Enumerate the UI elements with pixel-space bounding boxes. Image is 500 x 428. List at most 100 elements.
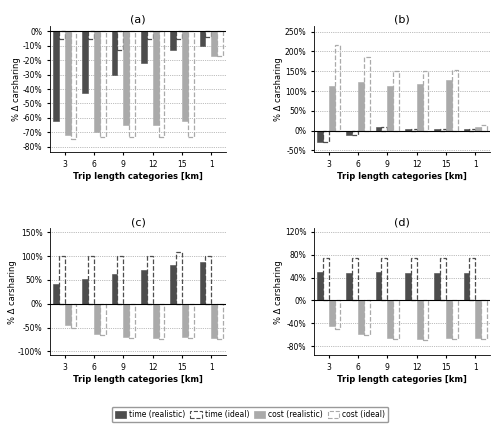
Bar bbox=[416, 300, 422, 339]
Bar bbox=[206, 31, 212, 37]
Bar bbox=[434, 273, 440, 300]
Bar bbox=[346, 131, 352, 135]
Bar bbox=[323, 258, 328, 300]
Bar bbox=[100, 304, 105, 335]
Bar bbox=[158, 31, 164, 137]
Bar bbox=[129, 304, 135, 338]
Bar bbox=[382, 127, 388, 131]
Bar bbox=[82, 279, 88, 304]
Bar bbox=[376, 127, 382, 131]
Bar bbox=[212, 31, 217, 56]
Y-axis label: % Δ carsharing: % Δ carsharing bbox=[8, 260, 16, 324]
Bar bbox=[364, 300, 370, 335]
Bar bbox=[452, 300, 458, 339]
Bar bbox=[334, 45, 340, 131]
Bar bbox=[388, 86, 393, 131]
Bar bbox=[440, 258, 446, 300]
Bar bbox=[129, 31, 135, 137]
Bar bbox=[358, 300, 364, 333]
Legend: time (realistic), time (ideal), cost (realistic), cost (ideal): time (realistic), time (ideal), cost (re… bbox=[112, 407, 388, 422]
Bar bbox=[411, 258, 416, 300]
Bar bbox=[346, 273, 352, 300]
Bar bbox=[118, 256, 124, 304]
Bar bbox=[100, 31, 105, 137]
Bar bbox=[152, 31, 158, 125]
Bar bbox=[112, 274, 117, 304]
X-axis label: Trip length categories [km]: Trip length categories [km] bbox=[73, 172, 203, 181]
Bar bbox=[393, 300, 399, 339]
Bar bbox=[440, 129, 446, 131]
Bar bbox=[411, 129, 416, 131]
Bar bbox=[352, 131, 358, 135]
Bar bbox=[59, 256, 64, 304]
Bar bbox=[70, 31, 76, 140]
Title: (d): (d) bbox=[394, 218, 410, 228]
X-axis label: Trip length categories [km]: Trip length categories [km] bbox=[337, 374, 467, 383]
Bar bbox=[393, 71, 399, 131]
Bar bbox=[64, 31, 70, 135]
Bar bbox=[170, 31, 176, 50]
Bar bbox=[352, 258, 358, 300]
Bar bbox=[182, 304, 188, 337]
Bar bbox=[188, 304, 194, 338]
Bar bbox=[118, 31, 124, 50]
Bar bbox=[481, 125, 487, 131]
Y-axis label: % Δ carsharing: % Δ carsharing bbox=[12, 57, 22, 121]
Bar bbox=[364, 57, 370, 131]
Bar bbox=[452, 71, 458, 131]
Bar bbox=[141, 270, 147, 304]
Bar bbox=[464, 273, 469, 300]
Bar bbox=[382, 258, 388, 300]
Bar bbox=[376, 272, 382, 300]
Bar bbox=[317, 131, 323, 142]
Bar bbox=[464, 129, 469, 131]
Bar bbox=[147, 256, 152, 304]
Bar bbox=[176, 31, 182, 39]
Bar bbox=[434, 129, 440, 131]
Bar bbox=[217, 304, 223, 339]
Bar bbox=[416, 84, 422, 131]
Bar bbox=[82, 31, 88, 93]
X-axis label: Trip length categories [km]: Trip length categories [km] bbox=[73, 374, 203, 383]
Bar bbox=[470, 258, 476, 300]
Y-axis label: % Δ carsharing: % Δ carsharing bbox=[274, 57, 283, 121]
Bar bbox=[405, 129, 411, 131]
Bar bbox=[200, 262, 205, 304]
Bar bbox=[170, 265, 176, 304]
Bar bbox=[176, 253, 182, 304]
Bar bbox=[212, 304, 217, 338]
Bar bbox=[200, 31, 205, 46]
Bar bbox=[317, 272, 323, 300]
Bar bbox=[182, 31, 188, 121]
Bar bbox=[422, 300, 428, 340]
Bar bbox=[94, 31, 100, 132]
Bar bbox=[328, 300, 334, 326]
Title: (c): (c) bbox=[130, 218, 146, 228]
Bar bbox=[188, 31, 194, 137]
Bar bbox=[206, 256, 212, 304]
Bar bbox=[446, 80, 452, 131]
Bar bbox=[59, 31, 64, 39]
Bar bbox=[147, 31, 152, 39]
Bar bbox=[152, 304, 158, 338]
Bar bbox=[141, 31, 147, 63]
Bar bbox=[323, 131, 328, 142]
Bar bbox=[70, 304, 76, 327]
Bar bbox=[124, 31, 129, 125]
Bar bbox=[158, 304, 164, 339]
Bar bbox=[112, 31, 117, 74]
Bar bbox=[53, 31, 59, 121]
Bar bbox=[124, 304, 129, 337]
Bar bbox=[481, 300, 487, 339]
Bar bbox=[334, 300, 340, 329]
Bar bbox=[446, 300, 452, 338]
Bar bbox=[64, 304, 70, 325]
Bar bbox=[476, 300, 481, 338]
Y-axis label: % Δ carsharing: % Δ carsharing bbox=[274, 260, 283, 324]
Bar bbox=[217, 31, 223, 56]
Bar bbox=[405, 273, 411, 300]
Bar bbox=[53, 284, 59, 304]
Title: (b): (b) bbox=[394, 15, 410, 25]
Bar bbox=[88, 31, 94, 39]
Bar bbox=[94, 304, 100, 334]
